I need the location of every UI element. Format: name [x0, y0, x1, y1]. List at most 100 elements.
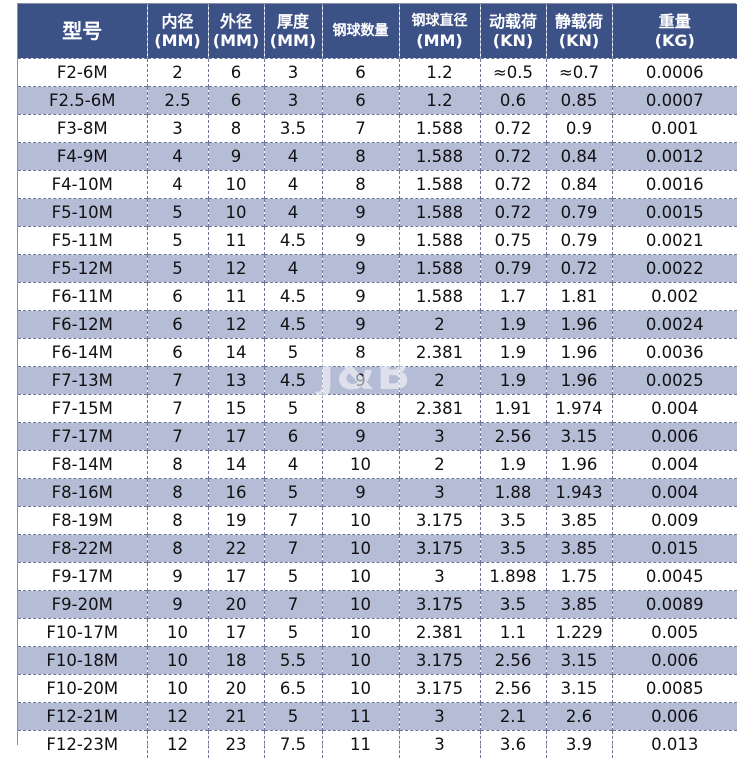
cell-model: F8-16M — [18, 479, 147, 507]
cell-ball-diameter: 1.588 — [399, 171, 480, 199]
header-outer-diameter: 外径(MM) — [208, 4, 264, 59]
cell-model: F8-19M — [18, 507, 147, 535]
header-dynamic-load: 动载荷(KN) — [480, 4, 546, 59]
cell-ball-diameter: 1.588 — [399, 255, 480, 283]
cell-weight: 0.004 — [612, 395, 737, 423]
cell-dynamic-load: 0.72 — [480, 115, 546, 143]
cell-outer-diameter: 18 — [208, 647, 264, 675]
cell-ball-count: 10 — [322, 619, 399, 647]
cell-static-load: 1.75 — [546, 563, 612, 591]
cell-weight: 0.0015 — [612, 199, 737, 227]
cell-ball-count: 10 — [322, 563, 399, 591]
cell-dynamic-load: 0.72 — [480, 199, 546, 227]
header-inner-diameter: 内径(MM) — [147, 4, 208, 59]
cell-ball-count: 9 — [322, 255, 399, 283]
cell-outer-diameter: 11 — [208, 227, 264, 255]
cell-thickness: 7 — [264, 507, 322, 535]
cell-inner-diameter: 10 — [147, 675, 208, 703]
cell-outer-diameter: 11 — [208, 283, 264, 311]
cell-ball-diameter: 1.588 — [399, 143, 480, 171]
cell-static-load: 0.72 — [546, 255, 612, 283]
cell-thickness: 4 — [264, 171, 322, 199]
cell-thickness: 5.5 — [264, 647, 322, 675]
cell-inner-diameter: 12 — [147, 731, 208, 758]
cell-outer-diameter: 17 — [208, 619, 264, 647]
cell-ball-count: 6 — [322, 59, 399, 87]
cell-ball-count: 9 — [322, 283, 399, 311]
cell-inner-diameter: 5 — [147, 227, 208, 255]
cell-ball-diameter: 3 — [399, 479, 480, 507]
cell-weight: 0.006 — [612, 703, 737, 731]
cell-ball-diameter: 3.175 — [399, 591, 480, 619]
cell-outer-diameter: 8 — [208, 115, 264, 143]
cell-dynamic-load: 1.9 — [480, 367, 546, 395]
cell-inner-diameter: 8 — [147, 479, 208, 507]
cell-ball-diameter: 1.2 — [399, 87, 480, 115]
cell-weight: 0.0022 — [612, 255, 737, 283]
cell-static-load: 3.85 — [546, 535, 612, 563]
cell-thickness: 4.5 — [264, 227, 322, 255]
cell-static-load: 0.85 — [546, 87, 612, 115]
cell-outer-diameter: 17 — [208, 423, 264, 451]
cell-inner-diameter: 6 — [147, 311, 208, 339]
cell-dynamic-load: 3.5 — [480, 535, 546, 563]
header-ball-diameter: 钢球直径(MM) — [399, 4, 480, 59]
cell-model: F10-17M — [18, 619, 147, 647]
cell-static-load: 1.96 — [546, 339, 612, 367]
cell-dynamic-load: 1.898 — [480, 563, 546, 591]
cell-ball-diameter: 3.175 — [399, 675, 480, 703]
cell-ball-count: 11 — [322, 731, 399, 758]
cell-ball-count: 9 — [322, 227, 399, 255]
cell-dynamic-load: 3.6 — [480, 731, 546, 758]
cell-inner-diameter: 6 — [147, 339, 208, 367]
cell-weight: 0.0024 — [612, 311, 737, 339]
cell-inner-diameter: 10 — [147, 619, 208, 647]
cell-ball-diameter: 3 — [399, 423, 480, 451]
cell-static-load: 0.84 — [546, 171, 612, 199]
cell-weight: 0.0021 — [612, 227, 737, 255]
cell-ball-diameter: 1.588 — [399, 227, 480, 255]
cell-weight: 0.0089 — [612, 591, 737, 619]
cell-ball-count: 9 — [322, 311, 399, 339]
cell-model: F7-17M — [18, 423, 147, 451]
cell-weight: 0.004 — [612, 479, 737, 507]
cell-thickness: 6.5 — [264, 675, 322, 703]
cell-ball-diameter: 3 — [399, 563, 480, 591]
cell-model: F5-12M — [18, 255, 147, 283]
cell-weight: 0.0006 — [612, 59, 737, 87]
cell-static-load: 3.15 — [546, 675, 612, 703]
header-ball-count: 钢球数量 — [322, 4, 399, 59]
cell-inner-diameter: 5 — [147, 199, 208, 227]
cell-thickness: 4 — [264, 143, 322, 171]
cell-static-load: ≈0.7 — [546, 59, 612, 87]
cell-dynamic-load: 3.5 — [480, 591, 546, 619]
cell-dynamic-load: 1.9 — [480, 451, 546, 479]
cell-ball-diameter: 3.175 — [399, 535, 480, 563]
cell-model: F6-14M — [18, 339, 147, 367]
cell-inner-diameter: 2.5 — [147, 87, 208, 115]
cell-outer-diameter: 19 — [208, 507, 264, 535]
cell-model: F4-10M — [18, 171, 147, 199]
cell-dynamic-load: 0.72 — [480, 143, 546, 171]
cell-thickness: 7.5 — [264, 731, 322, 758]
cell-model: F8-22M — [18, 535, 147, 563]
cell-outer-diameter: 10 — [208, 199, 264, 227]
cell-model: F6-11M — [18, 283, 147, 311]
cell-static-load: 1.96 — [546, 451, 612, 479]
cell-ball-count: 8 — [322, 395, 399, 423]
cell-thickness: 7 — [264, 535, 322, 563]
cell-dynamic-load: 1.9 — [480, 311, 546, 339]
cell-weight: 0.0025 — [612, 367, 737, 395]
cell-inner-diameter: 10 — [147, 647, 208, 675]
header-thickness: 厚度(MM) — [264, 4, 322, 59]
cell-weight: 0.006 — [612, 423, 737, 451]
cell-outer-diameter: 10 — [208, 171, 264, 199]
